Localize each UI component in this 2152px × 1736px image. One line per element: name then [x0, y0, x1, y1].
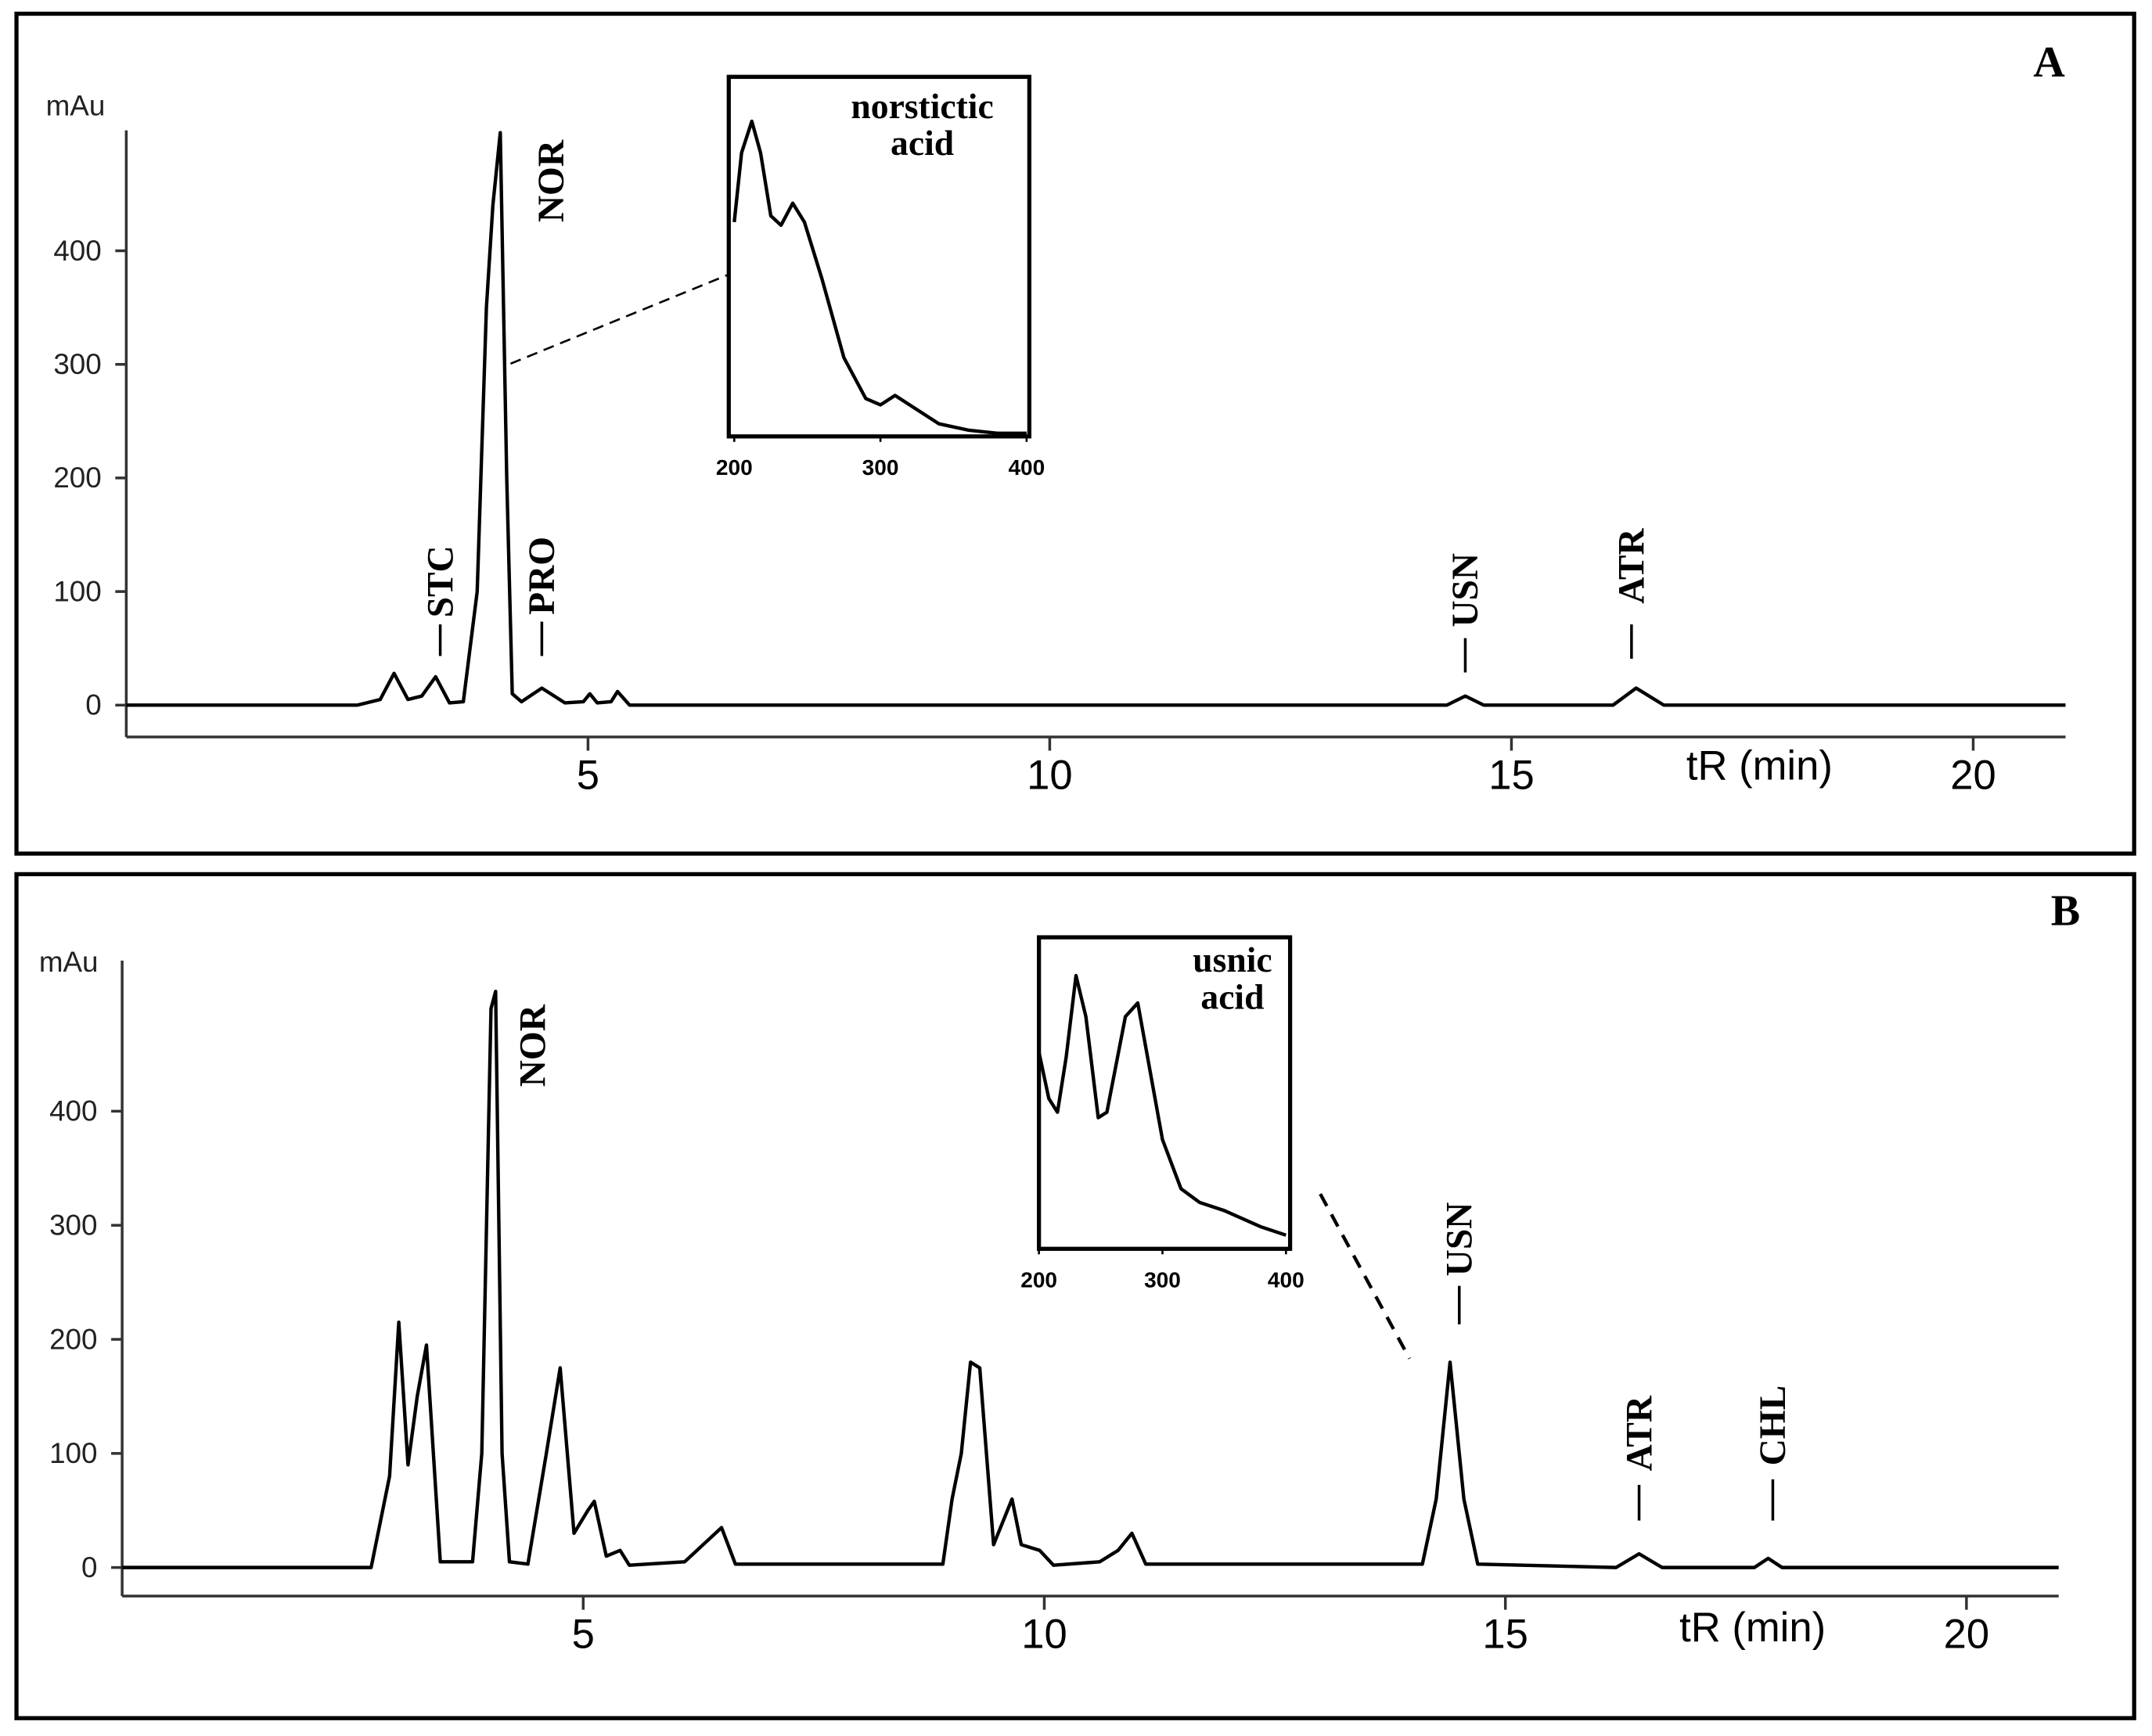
inset-label: acid	[1200, 976, 1264, 1016]
x-tick-label: 200	[1020, 1267, 1057, 1292]
x-tick-label: 15	[1482, 1612, 1528, 1658]
y-tick-label: 100	[53, 575, 101, 607]
peak-label: NOR	[531, 139, 572, 222]
inset-frame	[726, 74, 1032, 439]
series-line	[126, 131, 2066, 707]
y-tick-label: 200	[53, 462, 101, 494]
inset-label: norstictic	[851, 86, 993, 126]
inset-label: acid	[891, 123, 954, 163]
y-tick-label: 300	[53, 348, 101, 380]
peak-label: ATR	[1612, 528, 1653, 604]
inset-label: usnic	[1193, 940, 1272, 979]
y-axis-label: mAu	[39, 946, 99, 978]
x-tick-label: 200	[716, 455, 753, 480]
y-tick-label: 300	[49, 1209, 97, 1241]
x-tick-label: 300	[862, 455, 899, 480]
y-tick-label: 0	[81, 1551, 97, 1583]
peak-label: PRO	[522, 537, 563, 615]
peak-label: USN	[1440, 1202, 1481, 1277]
x-tick-label: 15	[1488, 753, 1535, 799]
x-tick-label: 10	[1021, 1612, 1067, 1658]
y-tick-label: 400	[49, 1095, 97, 1127]
x-tick-label: 400	[1008, 455, 1045, 480]
x-tick-label: 5	[572, 1612, 595, 1658]
y-tick-label: 200	[49, 1323, 97, 1355]
y-tick-label: 400	[53, 235, 101, 267]
y-tick-label: 0	[85, 689, 101, 721]
peak-label: STC	[420, 545, 461, 617]
connector	[509, 273, 729, 365]
panel-frame	[14, 11, 2136, 856]
y-tick-label: 100	[49, 1437, 97, 1469]
peak-label: NOR	[513, 1004, 553, 1087]
series-line	[122, 990, 2059, 1569]
series-line	[732, 119, 1027, 435]
peak-label: ATR	[1619, 1395, 1660, 1471]
x-tick-label: 20	[1950, 753, 1996, 799]
x-axis-label: tR (min)	[1686, 742, 1833, 789]
peak-label: CHL	[1753, 1386, 1794, 1466]
x-tick-label: 20	[1944, 1612, 1990, 1658]
connector	[1319, 1193, 1412, 1360]
panel-title: A	[2033, 38, 2065, 87]
y-axis-label: mAu	[46, 89, 106, 121]
x-axis-label: tR (min)	[1679, 1605, 1826, 1651]
x-tick-label: 5	[577, 753, 599, 799]
peak-label: USN	[1445, 553, 1486, 627]
x-tick-label: 400	[1268, 1267, 1305, 1292]
x-tick-label: 10	[1027, 753, 1073, 799]
x-tick-label: 300	[1144, 1267, 1181, 1292]
panel-title: B	[2051, 886, 2080, 935]
series-line	[1037, 973, 1287, 1237]
panel-frame	[14, 872, 2136, 1720]
